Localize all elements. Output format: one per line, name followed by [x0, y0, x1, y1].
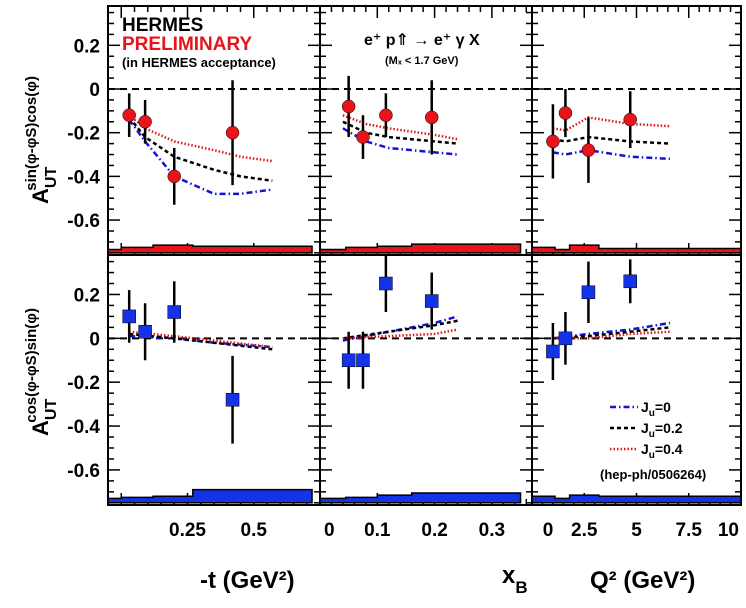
data-point	[167, 169, 181, 184]
data-point	[356, 353, 370, 368]
data-point	[379, 108, 393, 122]
data-point	[341, 99, 356, 114]
experiment-label: HERMES	[122, 15, 203, 36]
y-tick-label: -0.4	[67, 167, 100, 188]
data-point	[546, 134, 560, 149]
x-tick-label: 10	[718, 520, 739, 541]
x-tick-label: 0	[324, 520, 335, 541]
data-point	[122, 108, 136, 122]
y-tick-label: -0.4	[67, 417, 100, 438]
x-tick-label: 5	[631, 520, 642, 541]
data-point	[379, 276, 393, 291]
data-point	[341, 353, 356, 368]
data-point	[424, 110, 439, 125]
x-tick-label: 0.25	[169, 520, 206, 541]
data-point	[225, 392, 240, 407]
data-point	[558, 331, 573, 346]
reaction-label: e⁺ p⇑ → e⁺ γ X	[364, 32, 480, 49]
x-axis-title-q2: Q² (GeV²)	[590, 567, 695, 594]
data-point	[138, 115, 152, 129]
data-point	[122, 309, 136, 324]
data-point	[581, 143, 596, 157]
data-point	[558, 106, 573, 120]
y-tick-label: -0.2	[67, 124, 100, 145]
data-point	[424, 294, 439, 308]
data-point	[581, 285, 596, 300]
y-tick-label: 0.2	[74, 36, 100, 57]
systematic-band	[319, 492, 522, 504]
x-axis-titles: -t (GeV²) xB Q² (GeV²)	[200, 562, 695, 597]
model-curve-j-u-0	[552, 148, 671, 161]
y-tick-label: 0.2	[74, 285, 100, 306]
y-tick-label: -0.6	[67, 461, 100, 482]
legend-reference: (hep-ph/0506264)	[600, 467, 706, 482]
preliminary-label: PRELIMINARY	[122, 34, 253, 55]
x-tick-label: 0.2	[421, 520, 447, 541]
legend-entry: Ju=0.4	[641, 441, 683, 461]
acceptance-note: (in HERMES acceptance)	[122, 55, 276, 70]
model-curve-j-u-0-2	[128, 116, 273, 182]
panel-top-right	[531, 5, 742, 256]
y-axis-title-bottom: AUTcos(φ-φS)sin(φ)	[23, 308, 60, 436]
systematic-band	[319, 243, 522, 254]
x-axis-title-t: -t (GeV²)	[200, 567, 295, 594]
panel-bottom-middle: 0 0.1 0.2 0.3	[319, 254, 533, 541]
model-curve-j-u-0-4	[342, 114, 458, 141]
y-tick-label: -0.2	[67, 373, 100, 394]
systematic-band	[531, 244, 742, 254]
x-tick-label: 0.3	[479, 520, 505, 541]
data-point	[356, 130, 370, 144]
panel-frame	[107, 254, 321, 506]
x-tick-label: 7.5	[676, 520, 703, 541]
legend-entry: Ju=0.2	[641, 420, 683, 440]
panel-frame	[319, 254, 533, 506]
legend: Ju=0Ju=0.2Ju=0.4	[610, 399, 683, 461]
y-tick-label: -0.6	[67, 211, 100, 232]
x-tick-label: 2.5	[571, 520, 598, 541]
model-curve-j-u-0-4	[552, 116, 671, 132]
data-point	[167, 305, 181, 319]
data-point	[138, 325, 152, 339]
model-curve-j-u-0	[128, 118, 273, 196]
model-curve-j-u-0-2	[342, 319, 458, 340]
y-tick-label: 0	[89, 329, 100, 350]
data-point	[623, 274, 637, 289]
mass-cut-label: (Mₓ < 1.7 GeV)	[385, 55, 459, 67]
systematic-band	[107, 488, 313, 504]
data-point	[546, 344, 560, 359]
y-axis-title-top: AUTsin(φ-φS)cos(φ)	[23, 76, 60, 204]
legend-entry: Ju=0	[641, 399, 671, 419]
systematic-band	[107, 244, 313, 254]
panel-grid: 0.20-0.2-0.4-0.60.20-0.2-0.4-0.60.25 0.5 0…	[67, 5, 742, 541]
data-point	[623, 112, 637, 127]
data-point	[225, 125, 240, 140]
x-tick-label: 0	[543, 520, 554, 541]
model-curve-j-u-0-2	[342, 120, 458, 145]
x-axis-title-xb: xB	[502, 562, 528, 597]
y-tick-label: 0	[89, 80, 100, 101]
x-tick-label: 0.1	[364, 520, 391, 541]
systematic-band	[531, 494, 742, 504]
model-curve-j-u-0-2	[552, 135, 671, 145]
x-tick-label: 0.5	[241, 520, 268, 541]
panel-bottom-left: 0.2 0 -0.2 -0.4 -0.6 0.25 0.5	[67, 254, 321, 541]
panel-bottom-right: 0 2.5 5 7.5 10	[531, 254, 742, 541]
